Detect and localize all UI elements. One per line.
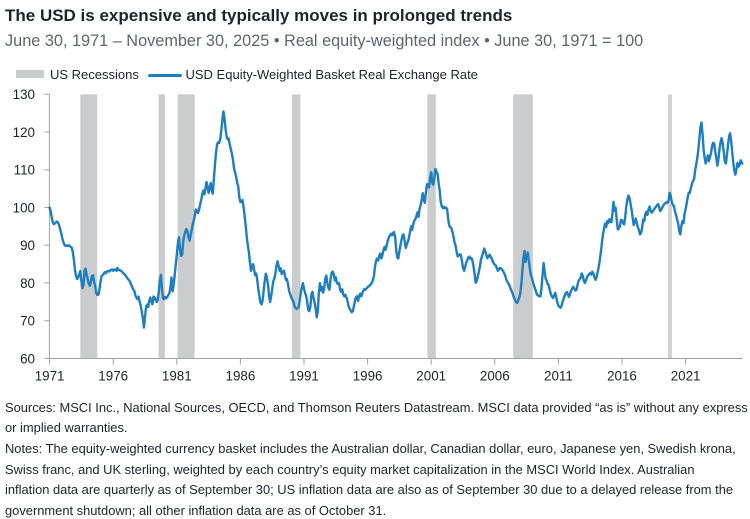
svg-text:70: 70 [20,314,35,329]
svg-text:100: 100 [13,200,35,215]
svg-text:1971: 1971 [35,369,65,384]
svg-text:1986: 1986 [226,369,256,384]
svg-text:110: 110 [14,163,35,178]
svg-text:90: 90 [20,238,35,253]
svg-text:1996: 1996 [353,369,383,384]
svg-text:1976: 1976 [98,369,128,384]
svg-text:2001: 2001 [416,369,446,384]
svg-text:2016: 2016 [607,369,637,384]
svg-text:2011: 2011 [544,369,573,384]
svg-text:80: 80 [20,276,35,291]
svg-text:130: 130 [13,87,35,102]
svg-text:2021: 2021 [671,369,701,384]
svg-text:1981: 1981 [162,369,192,384]
svg-text:60: 60 [20,351,35,366]
svg-text:1991: 1991 [289,369,319,384]
svg-text:2006: 2006 [480,369,510,384]
svg-text:120: 120 [13,125,35,140]
